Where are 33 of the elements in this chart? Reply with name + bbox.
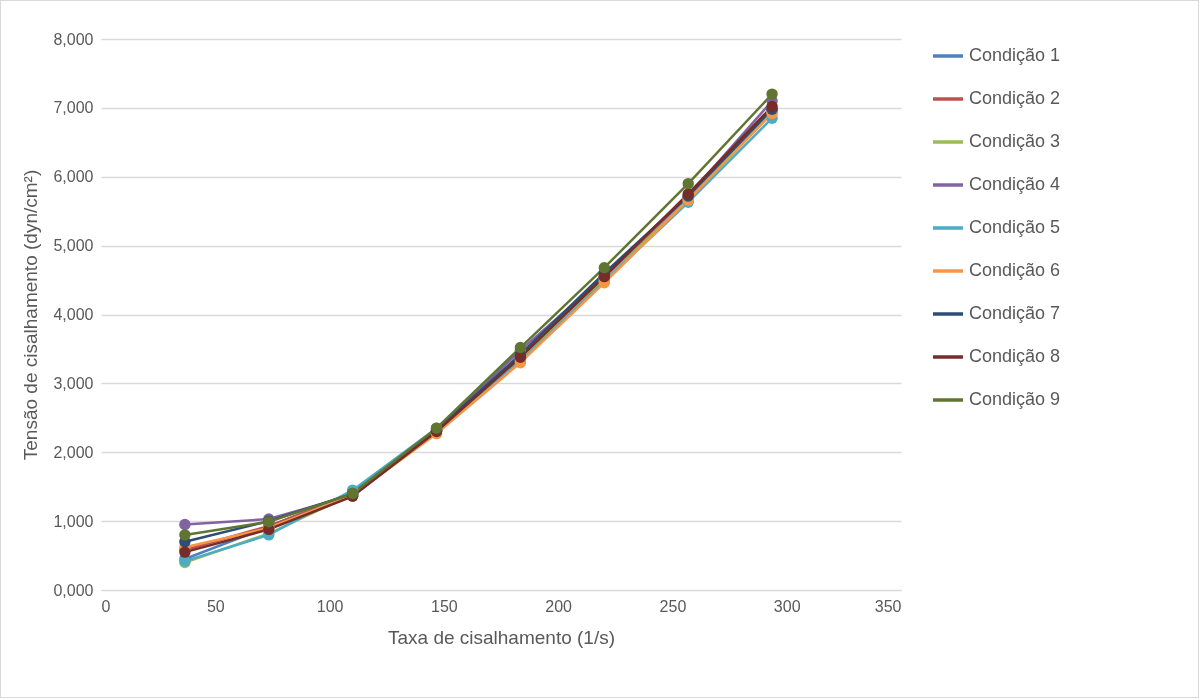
legend-label: Condição 8 [969,346,1061,366]
point [598,261,611,274]
x-tick-label: 250 [659,597,687,615]
y-tick-label: 3,000 [53,374,94,392]
legend-label: Condição 3 [969,131,1061,151]
x-tick-label: 300 [773,597,801,615]
legend-label: Condição 2 [969,88,1061,108]
legend-label: Condição 9 [969,389,1061,409]
x-tick-label: 150 [431,597,458,615]
point [179,518,191,531]
point [179,529,191,541]
y-tick-label: 8,000 [53,30,94,48]
x-tick-label: 100 [316,597,344,615]
y-tick-label: 2,000 [53,443,94,461]
point [682,177,694,190]
x-tick-label: 350 [874,597,902,615]
x-tick-label: 200 [545,597,573,615]
legend-label: Condição 1 [969,45,1061,65]
y-tick-label: 6,000 [53,168,94,186]
y-tick-label: 7,000 [53,99,94,117]
y-tick-label: 1,000 [53,512,94,530]
point [766,88,778,100]
x-tick-label: 50 [206,597,225,615]
y-tick-label: 4,000 [53,306,94,323]
y-tick-label: 5,000 [53,237,94,255]
y-tick-label: 0,000 [53,581,94,599]
legend-label: Condição 7 [969,303,1061,323]
legend-label: Condição 6 [969,260,1061,280]
y-axis-title: Tensão de cisalhamento (dyn/cm²) [20,169,42,461]
legend-label: Condição 5 [969,217,1061,237]
x-tick-label: 0 [101,597,111,615]
x-axis-title: Taxa de cisalhamento (1/s) [387,626,616,648]
legend-label: Condição 4 [969,174,1061,194]
